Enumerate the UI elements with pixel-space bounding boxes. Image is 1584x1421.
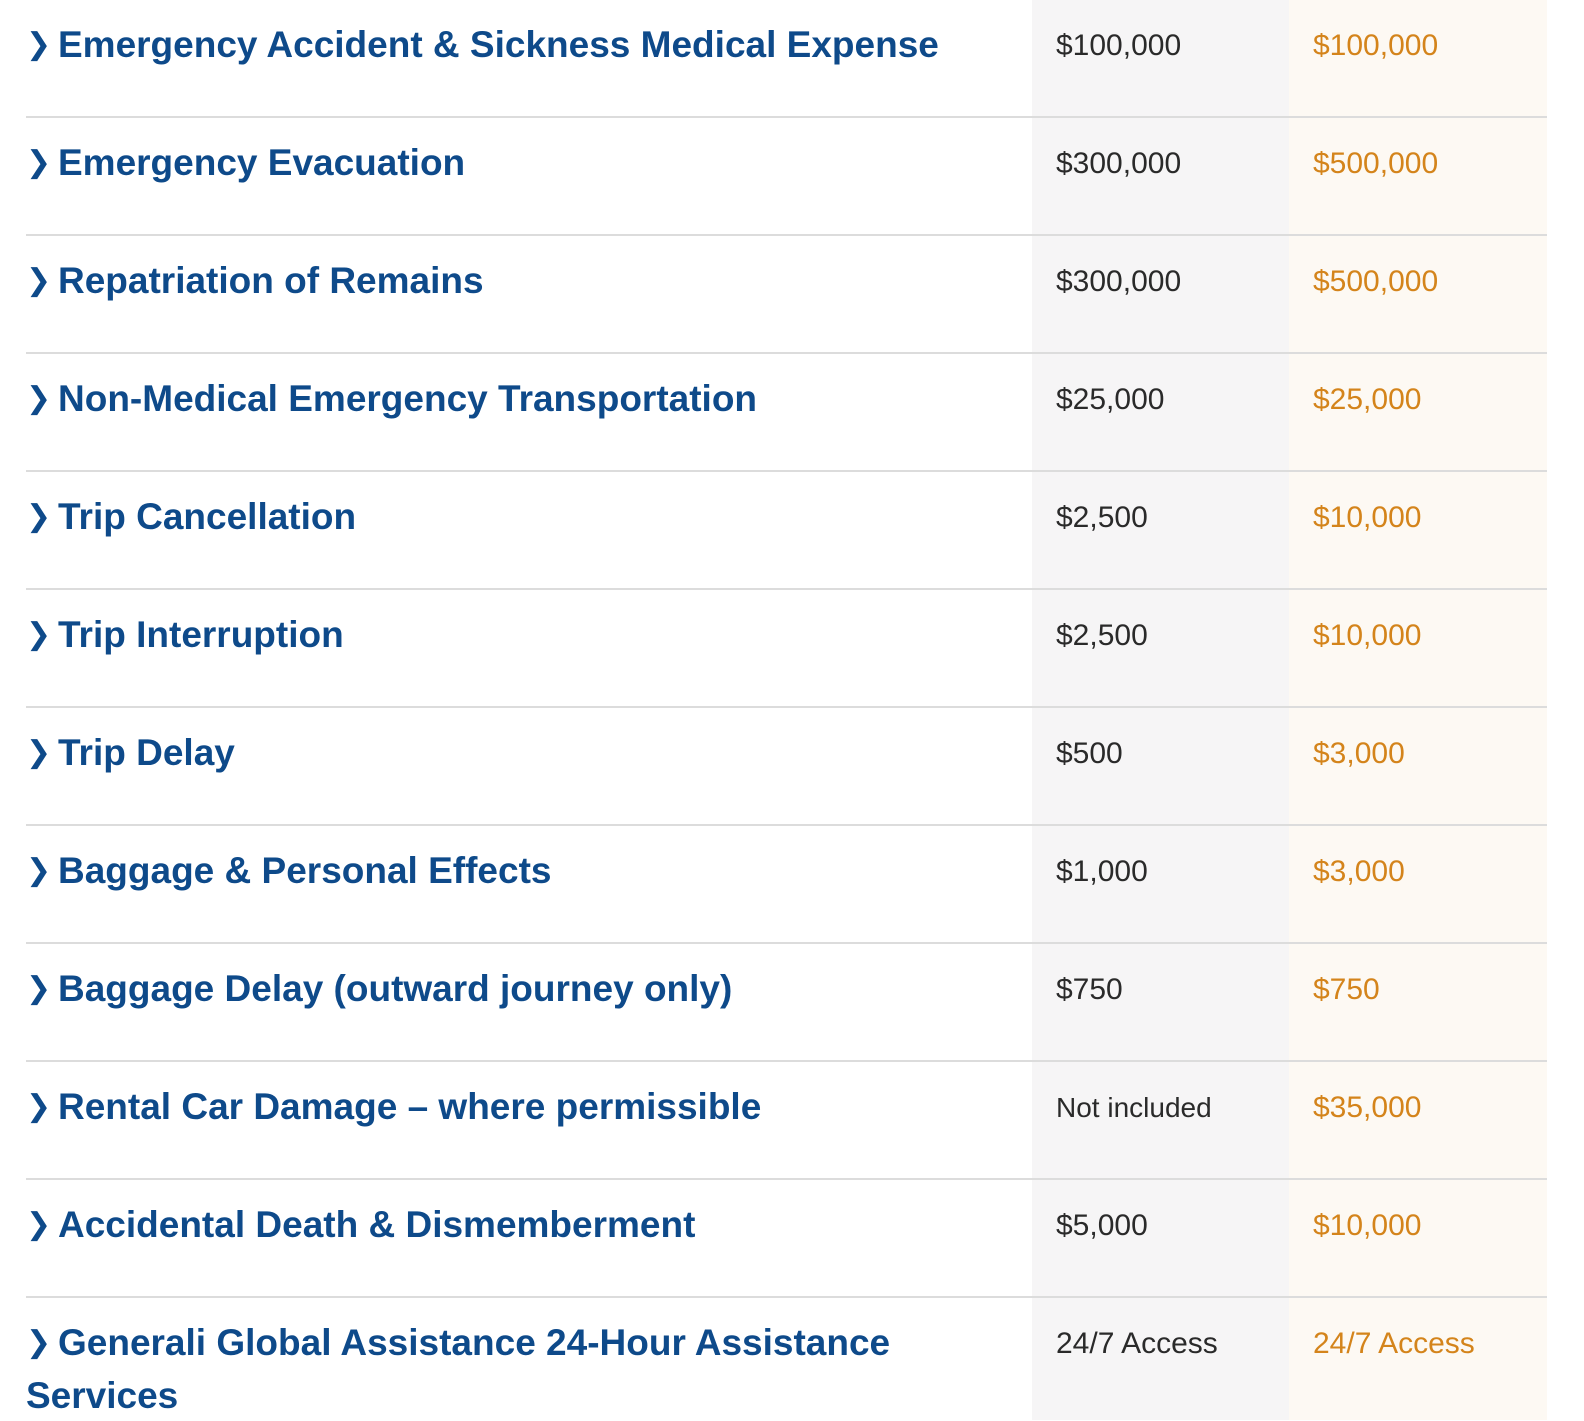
row-divider: [26, 1060, 1547, 1062]
table-row: ❯ Accidental Death & Dismemberment $5,000…: [0, 1180, 1584, 1298]
plan-b-value: $750: [1313, 973, 1380, 1006]
table-row: ❯ Rental Car Damage – where permissible N…: [0, 1062, 1584, 1180]
chevron-right-icon: ❯: [26, 1090, 52, 1123]
plan-b-value: $100,000: [1313, 29, 1439, 62]
plan-a-value: $750: [1056, 973, 1123, 1006]
plan-b-value: $25,000: [1313, 383, 1422, 416]
benefit-label: Rental Car Damage – where permissible: [58, 1086, 762, 1127]
chevron-right-icon: ❯: [26, 1208, 52, 1241]
plan-a-value: 24/7 Access: [1056, 1327, 1218, 1360]
benefit-toggle[interactable]: ❯ Baggage & Personal Effects: [26, 846, 1016, 899]
benefit-label: Trip Interruption: [58, 614, 344, 655]
benefit-label: Repatriation of Remains: [58, 260, 484, 301]
benefit-toggle[interactable]: ❯ Non-Medical Emergency Transportation: [26, 374, 1016, 427]
benefit-label: Baggage & Personal Effects: [58, 850, 552, 891]
benefit-label: Non-Medical Emergency Transportation: [58, 378, 758, 419]
chevron-right-icon: ❯: [26, 1326, 52, 1359]
benefit-toggle[interactable]: ❯ Emergency Evacuation: [26, 138, 1016, 191]
row-divider: [26, 706, 1547, 708]
plan-b-value: $500,000: [1313, 147, 1439, 180]
benefit-label: Accidental Death & Dismemberment: [58, 1204, 696, 1245]
plan-a-value: $5,000: [1056, 1209, 1148, 1242]
plan-b-value: $10,000: [1313, 1209, 1422, 1242]
row-divider: [26, 116, 1547, 118]
row-divider: [26, 234, 1547, 236]
benefit-toggle[interactable]: ❯ Accidental Death & Dismemberment: [26, 1200, 1016, 1253]
benefit-label: Trip Delay: [58, 732, 235, 773]
plan-b-value: $3,000: [1313, 855, 1405, 888]
benefit-label: Trip Cancellation: [58, 496, 357, 537]
plan-a-value: $300,000: [1056, 147, 1182, 180]
benefit-toggle[interactable]: ❯ Baggage Delay (outward journey only): [26, 964, 1016, 1017]
plan-b-value: $35,000: [1313, 1091, 1422, 1124]
plan-a-column-background: [1032, 0, 1289, 1420]
benefit-toggle[interactable]: ❯ Trip Cancellation: [26, 492, 1016, 545]
benefit-label: Emergency Evacuation: [58, 142, 466, 183]
benefit-toggle[interactable]: ❯ Trip Interruption: [26, 610, 1016, 663]
table-row: ❯ Generali Global Assistance 24-Hour Assi…: [0, 1298, 1584, 1420]
benefit-toggle[interactable]: ❯ Generali Global Assistance 24-Hour Assi…: [26, 1318, 926, 1421]
table-row: ❯ Emergency Accident & Sickness Medical E…: [0, 0, 1584, 118]
row-divider: [26, 352, 1547, 354]
plan-b-value: 24/7 Access: [1313, 1327, 1475, 1360]
plan-a-value: $1,000: [1056, 855, 1148, 888]
row-divider: [26, 1296, 1547, 1298]
chevron-right-icon: ❯: [26, 736, 52, 769]
benefit-toggle[interactable]: ❯ Emergency Accident & Sickness Medical E…: [26, 20, 1016, 73]
benefit-label: Generali Global Assistance 24-Hour Assis…: [26, 1322, 891, 1416]
plan-b-value: $10,000: [1313, 619, 1422, 652]
table-row: ❯ Trip Interruption $2,500 $10,000: [0, 590, 1584, 708]
benefit-toggle[interactable]: ❯ Repatriation of Remains: [26, 256, 1016, 309]
plan-b-value: $500,000: [1313, 265, 1439, 298]
benefit-toggle[interactable]: ❯ Rental Car Damage – where permissible: [26, 1082, 1016, 1135]
plan-a-value: Not included: [1056, 1092, 1212, 1123]
plan-b-column-background: [1289, 0, 1547, 1420]
plan-b-value: $10,000: [1313, 501, 1422, 534]
table-row: ❯ Non-Medical Emergency Transportation $2…: [0, 354, 1584, 472]
plan-a-value: $2,500: [1056, 501, 1148, 534]
chevron-right-icon: ❯: [26, 854, 52, 887]
chevron-right-icon: ❯: [26, 28, 52, 61]
plan-a-value: $25,000: [1056, 383, 1165, 416]
table-row: ❯ Repatriation of Remains $300,000 $500,0…: [0, 236, 1584, 354]
table-row: ❯ Baggage & Personal Effects $1,000 $3,00…: [0, 826, 1584, 944]
benefit-toggle[interactable]: ❯ Trip Delay: [26, 728, 1016, 781]
table-row: ❯ Baggage Delay (outward journey only) $7…: [0, 944, 1584, 1062]
chevron-right-icon: ❯: [26, 382, 52, 415]
row-divider: [26, 1178, 1547, 1180]
benefit-label: Emergency Accident & Sickness Medical Ex…: [58, 24, 939, 65]
plan-a-value: $300,000: [1056, 265, 1182, 298]
row-divider: [26, 824, 1547, 826]
chevron-right-icon: ❯: [26, 500, 52, 533]
table-row: ❯ Trip Delay $500 $3,000: [0, 708, 1584, 826]
plan-a-value: $500: [1056, 737, 1123, 770]
row-divider: [26, 588, 1547, 590]
row-divider: [26, 942, 1547, 944]
plan-a-value: $2,500: [1056, 619, 1148, 652]
benefit-label: Baggage Delay (outward journey only): [58, 968, 733, 1009]
plan-a-value: $100,000: [1056, 29, 1182, 62]
chevron-right-icon: ❯: [26, 264, 52, 297]
chevron-right-icon: ❯: [26, 146, 52, 179]
chevron-right-icon: ❯: [26, 618, 52, 651]
table-row: ❯ Emergency Evacuation $300,000 $500,000: [0, 118, 1584, 236]
plan-b-value: $3,000: [1313, 737, 1405, 770]
table-row: ❯ Trip Cancellation $2,500 $10,000: [0, 472, 1584, 590]
chevron-right-icon: ❯: [26, 972, 52, 1005]
row-divider: [26, 470, 1547, 472]
